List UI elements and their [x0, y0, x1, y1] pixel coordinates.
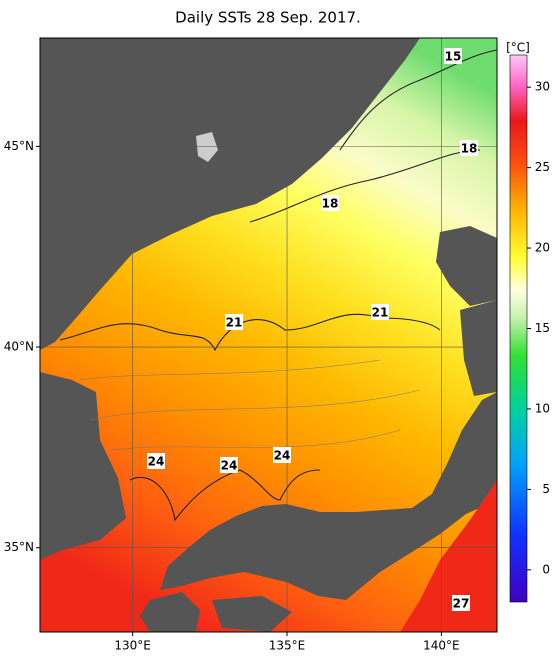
contour-label-box	[273, 447, 291, 463]
grid	[40, 38, 497, 632]
contour-label-box	[220, 457, 238, 473]
lat-tick-label: 40°N	[4, 340, 34, 354]
contour-label-box	[371, 304, 389, 320]
contour-label-box	[460, 140, 478, 156]
lat-tick-label: 45°N	[4, 139, 34, 153]
contour-label-box	[225, 314, 243, 330]
contour-label: 27	[453, 597, 470, 611]
lat-tick-label: 35°N	[4, 540, 34, 554]
contour-label: 21	[372, 306, 389, 320]
colorbar	[509, 54, 528, 603]
contour-label-box	[321, 195, 339, 211]
contour-label-box	[147, 453, 165, 469]
colorbar-unit: [°C]	[506, 41, 530, 55]
japan-tohoku	[460, 300, 497, 396]
colorbar-tick-label: 10	[535, 401, 550, 415]
colorbar-tick-label: 5	[542, 482, 550, 496]
colorbar-tick-label: 0	[542, 562, 550, 576]
colorbar-tick-label: 30	[535, 80, 550, 94]
map	[40, 38, 497, 632]
contour-24	[129, 469, 321, 522]
contour-label: 18	[461, 142, 478, 156]
japan-shikoku	[212, 596, 292, 632]
contour-label: 21	[226, 316, 243, 330]
colorbar-tick-label: 15	[535, 321, 550, 335]
lake	[196, 132, 218, 162]
colorbar-tick-label: 20	[535, 241, 550, 255]
contour-label: 24	[274, 449, 291, 463]
lon-tick-label: 135°E	[269, 639, 306, 653]
contour-18	[249, 149, 481, 223]
lon-tick-label: 130°E	[114, 639, 151, 653]
japan-kyushu	[140, 592, 200, 632]
lon-tick-label: 140°E	[423, 639, 460, 653]
contour-label-box	[444, 48, 462, 64]
contour-minor	[79, 359, 421, 451]
pacific-warm	[400, 480, 497, 632]
map-title: Daily SSTs 28 Sep. 2017.	[175, 9, 361, 27]
map-frame	[39, 37, 498, 633]
contour-label: 15	[445, 50, 462, 64]
japan-hokkaido	[436, 226, 497, 306]
contour-label: 18	[322, 197, 339, 211]
contour-label-box	[452, 595, 470, 611]
sea	[40, 38, 497, 632]
contour-label: 24	[221, 459, 238, 473]
colorbar-tick-label: 25	[535, 160, 550, 174]
contour-15	[339, 49, 497, 151]
contour-label: 24	[148, 455, 165, 469]
